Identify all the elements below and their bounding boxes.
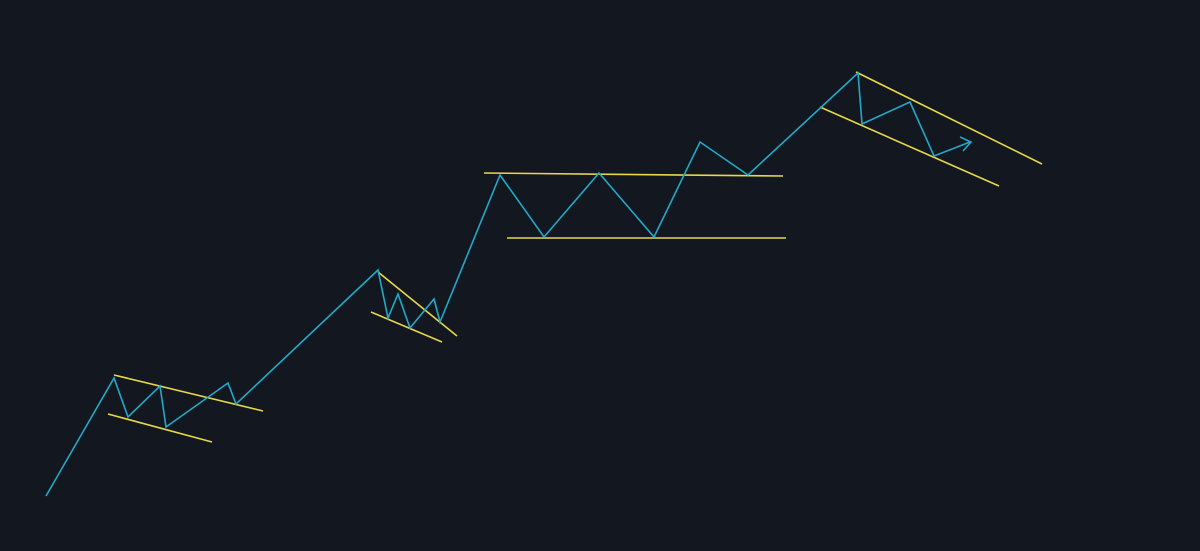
arrow-head (959, 136, 973, 152)
wedge-lower-line (370, 311, 443, 343)
channel-upper-line (855, 71, 1043, 165)
range-resistance-line (483, 172, 784, 177)
flag-upper-line (113, 374, 264, 412)
price-path (45, 71, 971, 497)
flag-lower-line (107, 413, 213, 443)
wedge-upper-line (377, 271, 458, 337)
trend-lines (107, 71, 1043, 443)
channel-lower-line (819, 106, 1000, 187)
